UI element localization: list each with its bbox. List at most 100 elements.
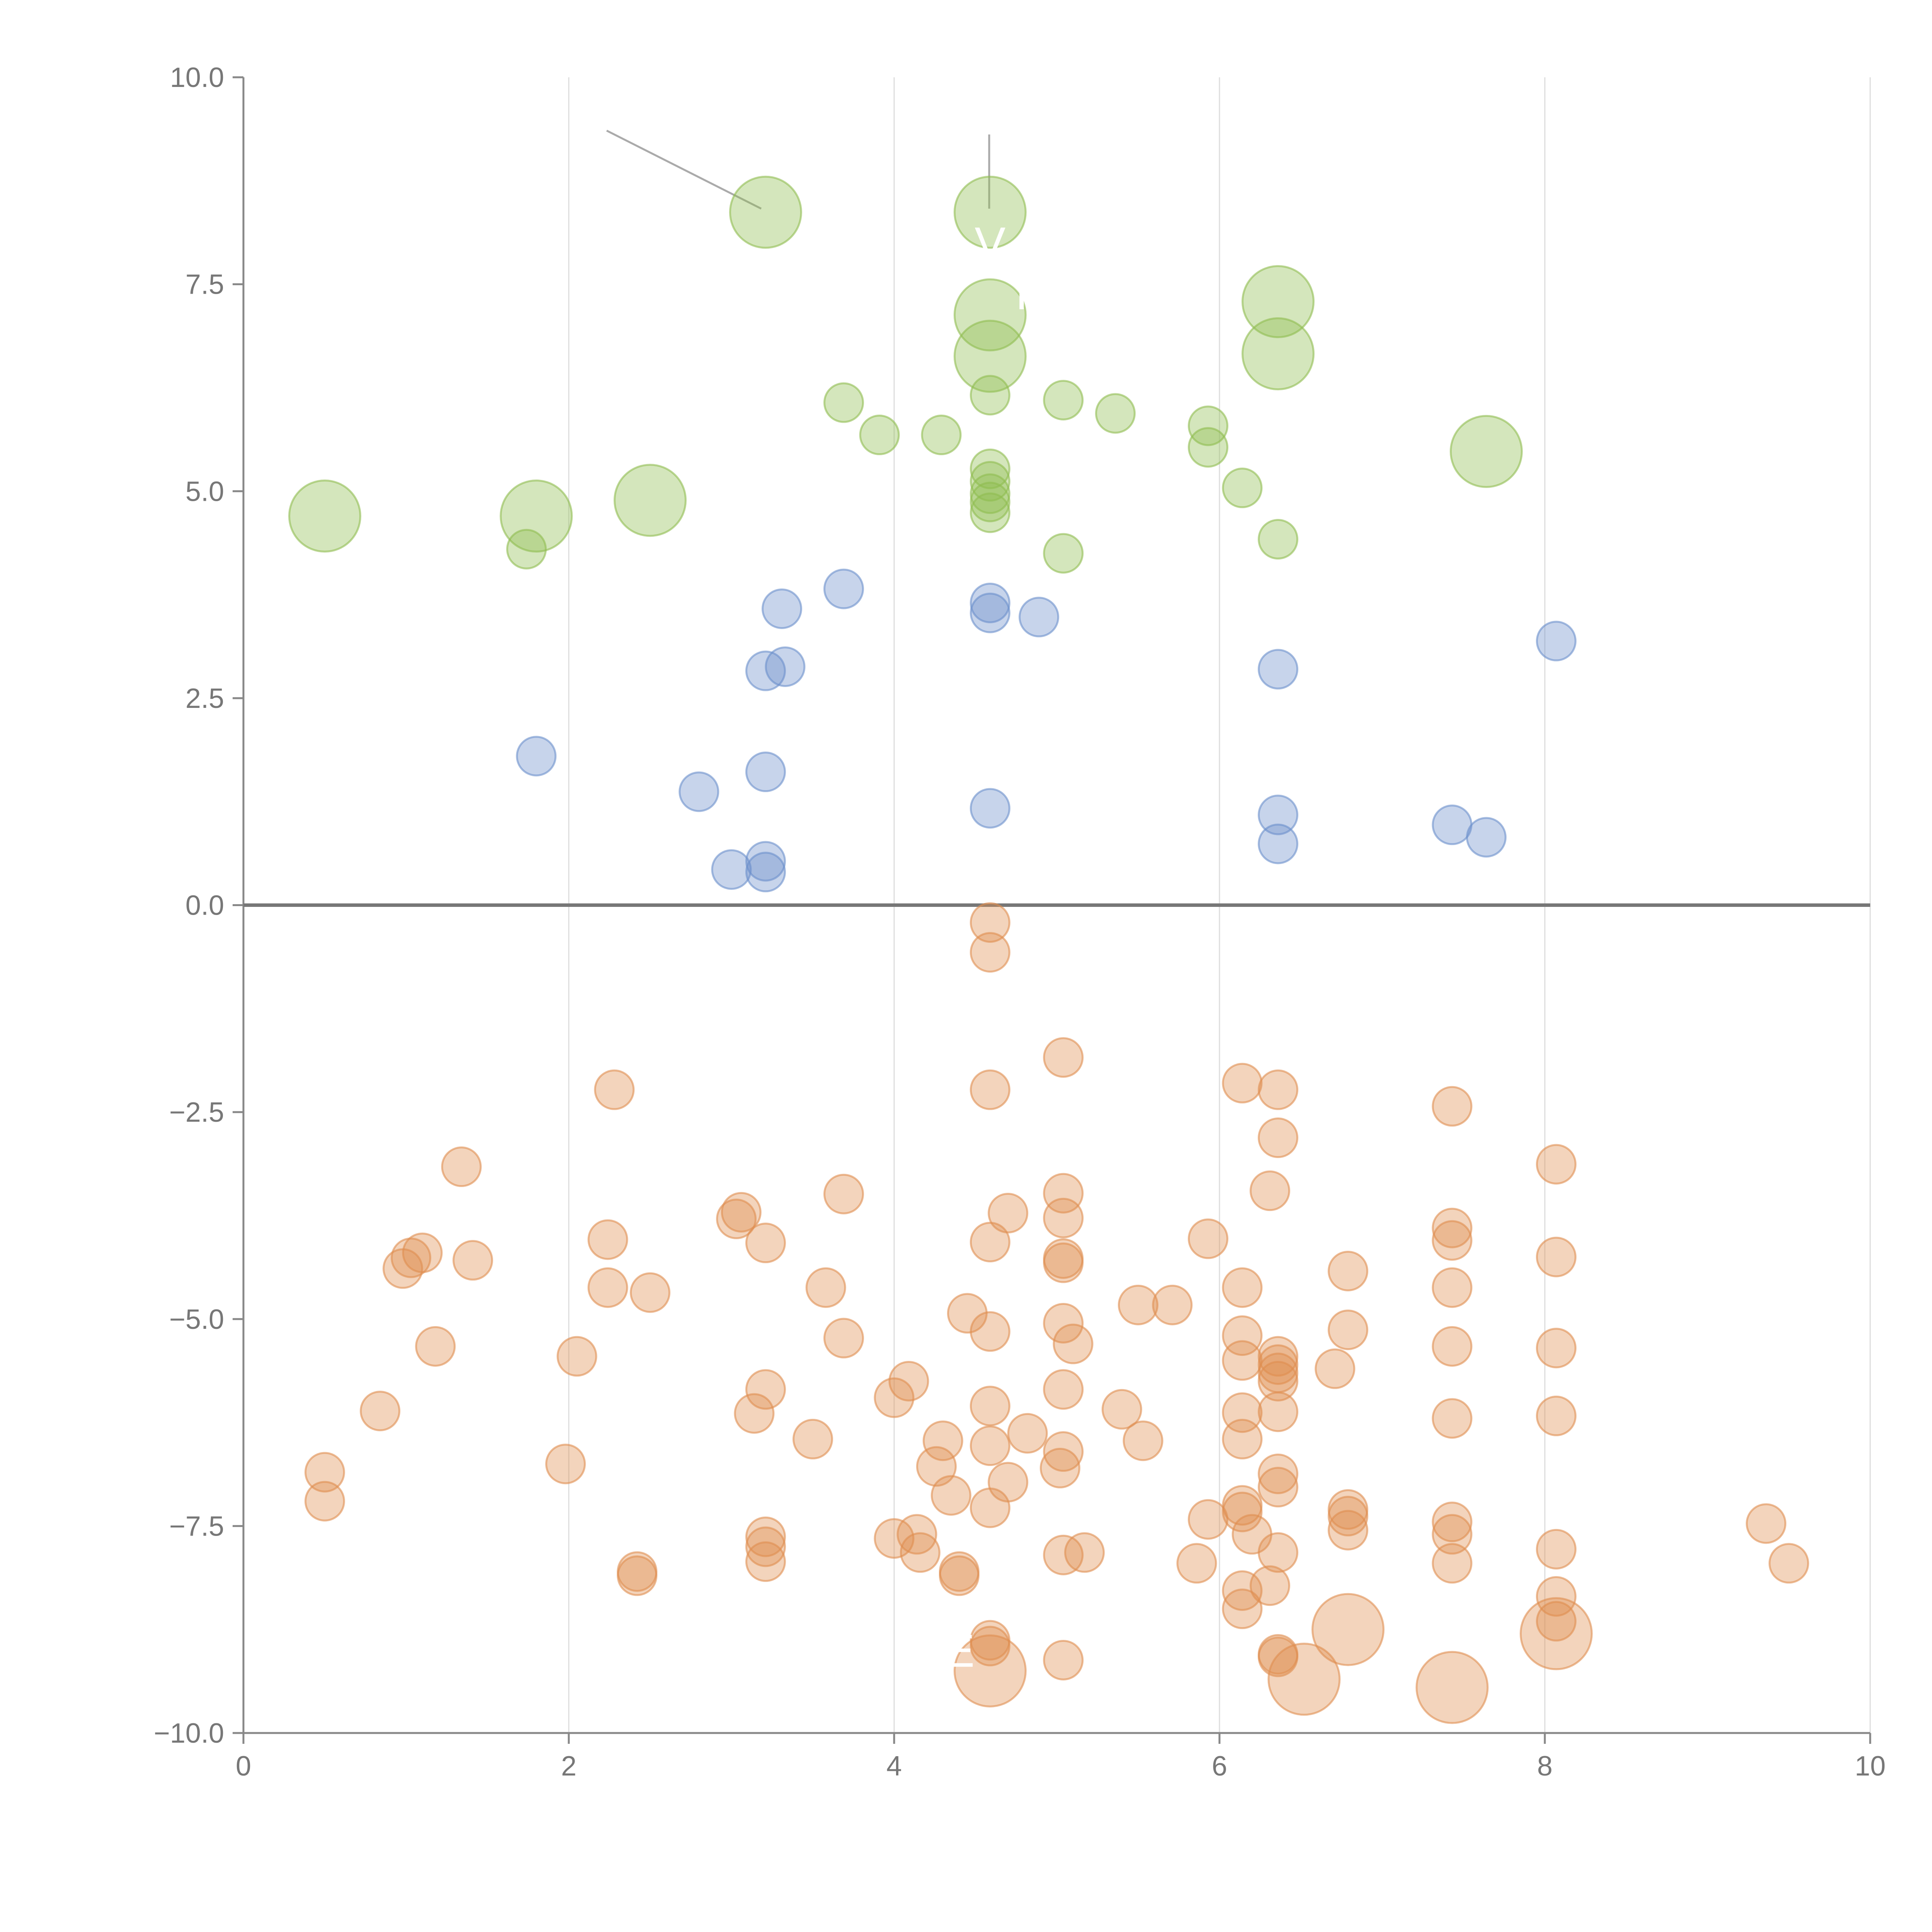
blue-point	[679, 771, 719, 812]
orange-point	[1432, 1220, 1473, 1261]
blue-point	[1466, 817, 1507, 858]
blue-point	[823, 568, 864, 609]
orange-point	[1328, 1510, 1369, 1551]
orange-point	[1188, 1218, 1229, 1259]
y-tick-label: −5.0	[169, 1304, 224, 1335]
blue-point	[711, 849, 752, 890]
orange-point	[360, 1391, 401, 1432]
orange-point	[874, 1518, 915, 1559]
annotations: VR E	[944, 218, 1049, 1677]
green-point	[969, 461, 1010, 502]
green-point	[969, 492, 1010, 533]
blue-point	[969, 582, 1010, 623]
orange-point	[1328, 1310, 1369, 1350]
orange-point	[1432, 1086, 1473, 1127]
y-tick-label: 10.0	[170, 62, 224, 93]
green-point	[288, 480, 361, 553]
orange-point	[1536, 1529, 1577, 1570]
orange-point	[1222, 1267, 1263, 1308]
green-point	[1188, 405, 1229, 446]
green-point	[859, 415, 900, 456]
orange-point	[969, 1487, 1010, 1528]
orange-point	[1222, 1588, 1263, 1629]
orange-point	[1258, 1344, 1299, 1385]
y-tick-label: 7.5	[185, 269, 224, 300]
orange-point	[716, 1199, 757, 1240]
green-point	[1222, 468, 1263, 509]
green-point	[1258, 519, 1299, 560]
annotation-label: V	[975, 218, 1005, 269]
blue-point	[1536, 621, 1577, 662]
orange-point	[1222, 1063, 1263, 1104]
x-tick-label: 6	[1212, 1751, 1227, 1782]
orange-point	[1222, 1340, 1263, 1381]
blue-point	[969, 592, 1010, 633]
y-tick-label: −2.5	[169, 1097, 224, 1128]
orange-point	[1536, 1144, 1577, 1185]
orange-point	[1118, 1284, 1158, 1325]
orange-point	[1258, 1069, 1299, 1110]
orange-point	[630, 1272, 670, 1313]
orange-point	[452, 1240, 493, 1281]
orange-point	[1311, 1593, 1385, 1666]
orange-point	[1536, 1395, 1577, 1436]
orange-point	[1101, 1389, 1142, 1430]
orange-point	[793, 1418, 833, 1459]
orange-point	[1536, 1236, 1577, 1277]
orange-point	[594, 1069, 635, 1110]
orange-point	[900, 1532, 940, 1573]
orange-point	[1536, 1601, 1577, 1642]
orange-point	[1258, 1361, 1299, 1401]
green-point	[823, 382, 864, 423]
orange-point	[1258, 1532, 1299, 1573]
y-tick-label: 0.0	[185, 890, 224, 921]
orange-point	[1315, 1348, 1355, 1389]
orange-point	[1222, 1315, 1263, 1356]
orange-point	[1328, 1250, 1369, 1291]
blue-point	[745, 841, 786, 882]
x-tick-label: 10	[1855, 1751, 1886, 1782]
x-tick-label: 2	[561, 1751, 577, 1782]
orange-point	[805, 1267, 846, 1308]
green-point	[1188, 427, 1229, 468]
orange-point	[1432, 1502, 1473, 1543]
orange-point	[1432, 1514, 1473, 1555]
orange-point	[1043, 1369, 1084, 1410]
orange-point	[1043, 1037, 1084, 1078]
green-point	[953, 278, 1027, 352]
orange-point	[1039, 1447, 1080, 1488]
orange-point	[1250, 1565, 1291, 1606]
orange-point	[1176, 1543, 1217, 1584]
orange-point	[969, 932, 1010, 973]
green-point	[969, 481, 1010, 522]
orange-point	[1258, 1453, 1299, 1494]
orange-point	[391, 1237, 432, 1278]
green-point	[729, 175, 802, 249]
orange-point	[1432, 1398, 1473, 1439]
blue-point	[1019, 597, 1060, 638]
orange-point	[545, 1444, 586, 1485]
orange-point	[1432, 1326, 1473, 1367]
green-point	[1095, 393, 1136, 434]
orange-point	[953, 1634, 1027, 1708]
orange-point	[1064, 1532, 1105, 1573]
orange-point	[1043, 1197, 1084, 1238]
orange-point	[556, 1336, 597, 1377]
tick-labels: 0 2 4 6 8 10 −10.0 −7.5 −5.0 −2.5 0.0 2.5 5.0 7.5 10.0	[154, 62, 1886, 1782]
blue-point	[765, 646, 806, 687]
orange-point	[745, 1526, 786, 1567]
orange-point	[1043, 1534, 1084, 1575]
orange-point	[1258, 1117, 1299, 1158]
orange-point	[823, 1318, 864, 1359]
orange-point	[1536, 1576, 1577, 1617]
orange-point	[1188, 1499, 1229, 1540]
orange-point	[988, 1193, 1029, 1234]
orange-point	[383, 1248, 423, 1289]
blue-point	[516, 736, 557, 777]
y-tick-label: 2.5	[185, 683, 224, 714]
green-point	[1242, 317, 1315, 391]
orange-point	[1007, 1413, 1048, 1454]
orange-point	[734, 1393, 775, 1434]
orange-point	[969, 1069, 1010, 1110]
blue-point	[745, 852, 786, 893]
